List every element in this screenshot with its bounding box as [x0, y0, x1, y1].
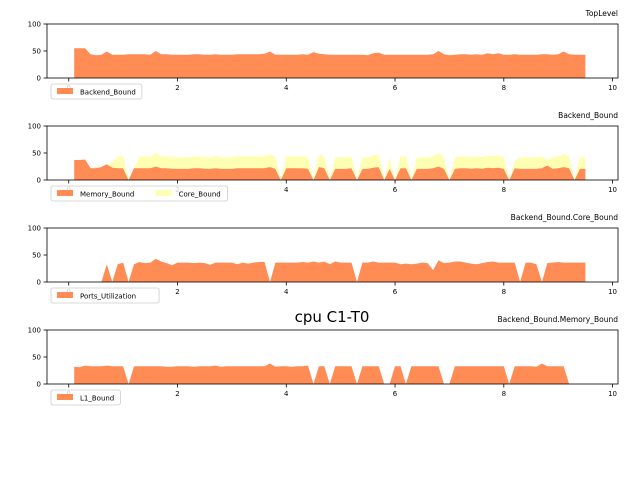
x-tick-label: 2	[175, 288, 179, 296]
legend-label: L1_Bound	[80, 395, 114, 403]
area-series-l1-bound	[74, 363, 586, 384]
x-tick-label: 6	[393, 84, 398, 92]
legend-swatch	[57, 88, 73, 94]
chart-panel-4: 0246810050100Backend_Bound.Memory_BoundL…	[28, 315, 619, 406]
x-tick-label: 8	[502, 288, 506, 296]
legend-box	[50, 389, 121, 406]
y-tick-label: 0	[37, 381, 41, 389]
y-tick-label: 0	[37, 75, 41, 83]
x-tick-label: 2	[175, 390, 179, 398]
legend-box	[50, 83, 143, 100]
area-series-ports-utilization	[74, 258, 586, 282]
x-tick-label: 10	[608, 186, 617, 194]
x-tick-label: 8	[502, 84, 506, 92]
legend-label: Memory_Bound	[80, 191, 134, 199]
area-series-backend-bound	[74, 48, 586, 78]
legend-box	[50, 185, 229, 202]
y-tick-label: 0	[37, 279, 41, 287]
legend: Memory_Bound Core_Bound	[50, 185, 229, 202]
panel-title: Backend_Bound.Memory_Bound	[498, 315, 619, 324]
x-tick-label: 4	[284, 288, 289, 296]
x-tick-label: 6	[393, 186, 398, 194]
chart-panel-3: 0246810050100Backend_Bound.Core_BoundPor…	[28, 213, 619, 304]
x-tick-label: 10	[608, 84, 617, 92]
x-tick-label: 4	[284, 186, 289, 194]
area-series-core-bound	[74, 153, 586, 180]
legend-swatch	[155, 190, 172, 196]
figure-title: cpu C1-T0	[295, 308, 370, 326]
y-tick-label: 100	[28, 327, 41, 335]
legend-swatch	[57, 190, 73, 196]
area-series-memory-bound	[74, 159, 586, 180]
y-tick-label: 50	[32, 354, 41, 362]
x-tick-label: 6	[393, 288, 398, 296]
x-tick-label: 10	[608, 390, 617, 398]
legend-swatch	[57, 292, 73, 298]
y-tick-label: 100	[28, 123, 41, 131]
y-tick-label: 50	[32, 48, 41, 56]
y-tick-label: 50	[32, 252, 41, 260]
legend: L1_Bound	[50, 389, 121, 406]
legend-swatch	[57, 394, 73, 400]
panel-title: TopLevel	[585, 9, 618, 18]
y-tick-label: 100	[28, 225, 41, 233]
y-tick-label: 100	[28, 21, 41, 29]
legend-label: Ports_Utilization	[80, 293, 136, 301]
legend: Ports_Utilization	[50, 287, 160, 304]
x-tick-label: 6	[393, 390, 398, 398]
y-tick-label: 50	[32, 150, 41, 158]
legend-box	[50, 287, 160, 304]
legend: Backend_Bound	[50, 83, 143, 100]
x-tick-label: 10	[608, 288, 617, 296]
x-tick-label: 4	[284, 84, 289, 92]
y-tick-label: 0	[37, 177, 41, 185]
x-tick-label: 4	[284, 390, 289, 398]
panel-title: Backend_Bound	[558, 111, 618, 120]
legend-label: Core_Bound	[179, 191, 221, 199]
panel-title: Backend_Bound.Core_Bound	[511, 213, 619, 222]
x-tick-label: 2	[175, 84, 179, 92]
x-tick-label: 8	[502, 390, 506, 398]
x-tick-label: 8	[502, 186, 506, 194]
chart-panel-2: 0246810050100Backend_BoundMemory_BoundCo…	[28, 111, 619, 202]
legend-label: Backend_Bound	[80, 89, 136, 97]
